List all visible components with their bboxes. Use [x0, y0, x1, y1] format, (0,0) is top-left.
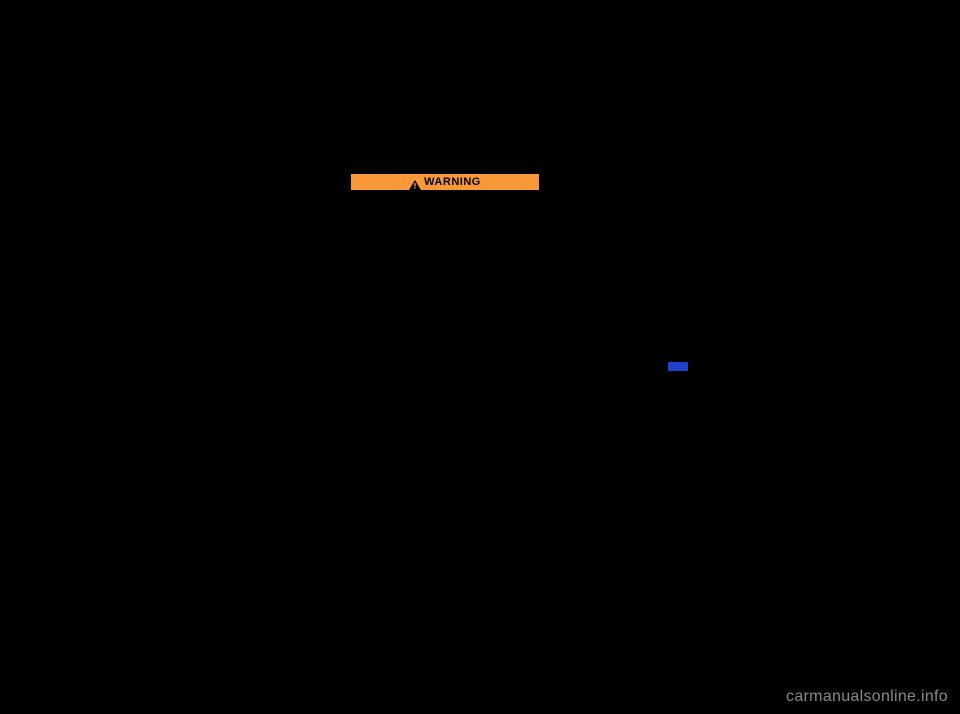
warning-triangle-icon	[409, 177, 421, 187]
watermark-text: carmanualsonline.info	[786, 688, 948, 706]
warning-label-box: WARNING	[350, 173, 540, 191]
page-reference-marker	[668, 362, 688, 371]
manual-page: WARNING carmanualsonline.info	[0, 0, 960, 714]
warning-label-text: WARNING	[424, 176, 481, 188]
